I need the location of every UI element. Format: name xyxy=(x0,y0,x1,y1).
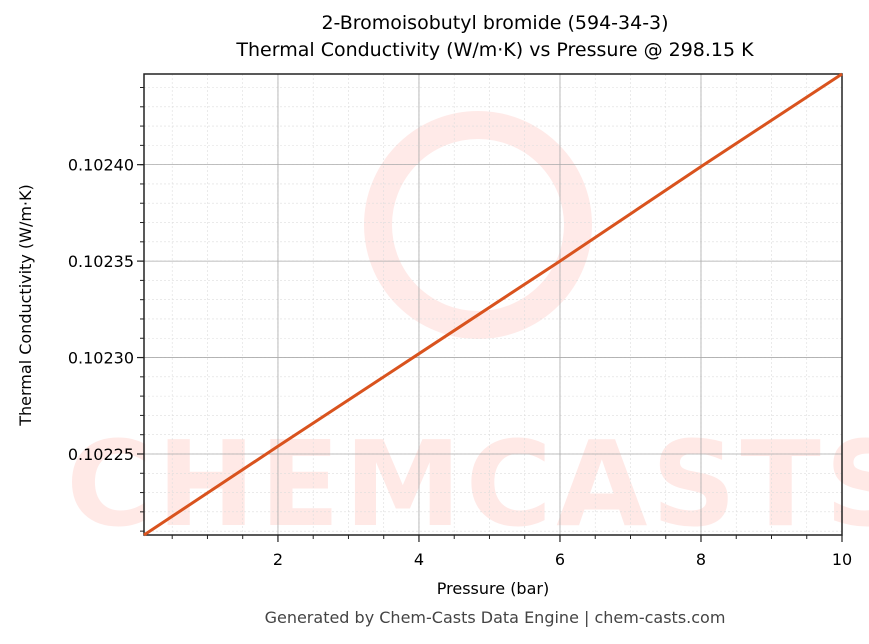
grid-lines xyxy=(144,74,843,535)
svg-text:6: 6 xyxy=(555,550,565,569)
x-axis-label: Pressure (bar) xyxy=(437,579,549,598)
plot-frame xyxy=(143,73,843,536)
chart-subtitle: Thermal Conductivity (W/m·K) vs Pressure… xyxy=(236,39,754,61)
axis-ticks: 2 4 6 8 10 0.10225 0.10230 0.10235 0.10240 xyxy=(68,87,852,569)
footer-credit: Generated by Chem-Casts Data Engine | ch… xyxy=(264,608,726,627)
svg-text:2: 2 xyxy=(273,550,283,569)
y-axis-label: Thermal Conductivity (W/m·K) xyxy=(16,184,35,427)
svg-text:8: 8 xyxy=(696,550,706,569)
svg-text:0.10230: 0.10230 xyxy=(68,349,134,368)
svg-text:0.10240: 0.10240 xyxy=(68,156,134,175)
svg-text:0.10225: 0.10225 xyxy=(68,445,134,464)
chart-title: 2-Bromoisobutyl bromide (594-34-3) xyxy=(321,12,669,34)
svg-text:CHEMCASTS: CHEMCASTS xyxy=(66,415,869,553)
data-line xyxy=(143,72,843,537)
svg-text:0.10235: 0.10235 xyxy=(68,252,134,271)
watermark: CHEMCASTS xyxy=(66,111,869,553)
svg-text:4: 4 xyxy=(414,550,424,569)
svg-text:10: 10 xyxy=(832,550,852,569)
